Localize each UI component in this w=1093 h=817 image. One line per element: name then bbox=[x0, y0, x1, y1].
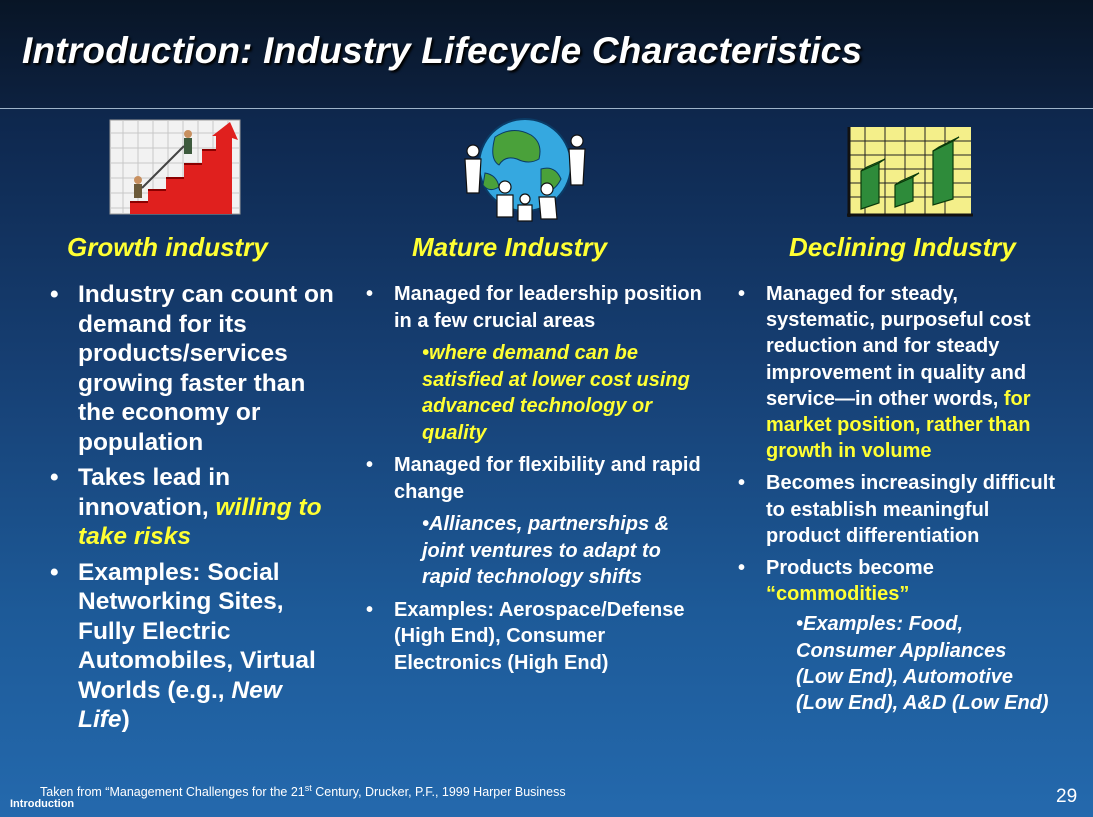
source-citation-sup: st bbox=[304, 783, 312, 793]
growth-bullet-text: Examples: Social Networking Sites, Fully… bbox=[78, 558, 316, 704]
title-bar: Introduction: Industry Lifecycle Charact… bbox=[0, 0, 1093, 109]
mature-bullet-text: Managed for leadership position in a few… bbox=[394, 283, 702, 332]
growth-bullet-text: Industry can count on demand for its pro… bbox=[78, 281, 334, 456]
declining-heading: Declining Industry bbox=[789, 232, 1016, 262]
mature-subbullet: Alliances, partnerships & joint ventures… bbox=[422, 511, 709, 591]
page-number: 29 bbox=[1056, 786, 1078, 807]
mature-bullet: Examples: Aerospace/Defense (High End), … bbox=[366, 597, 709, 677]
growth-bullet-text: ) bbox=[121, 706, 130, 733]
growth-highlight-text: willing to take risks bbox=[78, 493, 322, 551]
growth-heading: Growth industry bbox=[67, 232, 268, 262]
mature-heading: Mature Industry bbox=[412, 232, 608, 262]
declining-bullet-text: Products become bbox=[766, 557, 934, 580]
growth-bullet: Examples: Social Networking Sites, Fully… bbox=[50, 558, 338, 735]
mature-bullet: Managed for leadership position in a few… bbox=[366, 281, 709, 446]
declining-bullet-text: Becomes increasingly difficult to establ… bbox=[766, 472, 1055, 547]
growth-italic-text: New Life bbox=[78, 676, 282, 734]
rising-stairs-clipart-icon bbox=[109, 119, 241, 215]
globe-with-people-clipart-icon bbox=[464, 118, 586, 222]
declining-highlight-text: for market position, rather than growth … bbox=[766, 387, 1031, 463]
source-citation-text: Century, Drucker, P.F., 1999 Harper Busi… bbox=[311, 785, 566, 800]
mature-bullet: Managed for flexibility and rapid change… bbox=[366, 452, 709, 591]
declining-bullet-text: Managed for steady, systematic, purposef… bbox=[766, 283, 1031, 410]
declining-subbullet: Examples: Food, Consumer Appliances (Low… bbox=[796, 611, 1056, 716]
growth-bullet: Industry can count on demand for its pro… bbox=[50, 280, 338, 457]
declining-bullet: Managed for steady, systematic, purposef… bbox=[738, 281, 1056, 464]
declining-bullet: Becomes increasingly difficult to establ… bbox=[738, 470, 1056, 549]
growth-bullet-text: Takes lead in innovation, bbox=[78, 464, 231, 521]
source-citation-text: Taken from “Management Challenges for th… bbox=[40, 785, 305, 800]
mature-subbullet: where demand can be satisfied at lower c… bbox=[422, 340, 709, 446]
declining-bullet: Products become “commodities” Examples: … bbox=[738, 555, 1056, 716]
money-bar-chart-clipart-icon bbox=[847, 127, 973, 217]
declining-column: Managed for steady, systematic, purposef… bbox=[738, 281, 1056, 722]
declining-highlight-text: “commodities” bbox=[766, 583, 910, 606]
source-citation: Taken from “Management Challenges for th… bbox=[40, 783, 566, 799]
growth-bullet: Takes lead in innovation, willing to tak… bbox=[50, 463, 338, 552]
mature-bullet-text: Examples: Aerospace/Defense (High End), … bbox=[394, 598, 685, 674]
mature-bullet-text: Managed for flexibility and rapid change bbox=[394, 454, 701, 503]
slide-title: Introduction: Industry Lifecycle Charact… bbox=[22, 30, 863, 71]
section-label: Introduction bbox=[10, 798, 75, 810]
mature-column: Managed for leadership position in a few… bbox=[366, 281, 709, 682]
growth-column: Industry can count on demand for its pro… bbox=[50, 280, 338, 741]
